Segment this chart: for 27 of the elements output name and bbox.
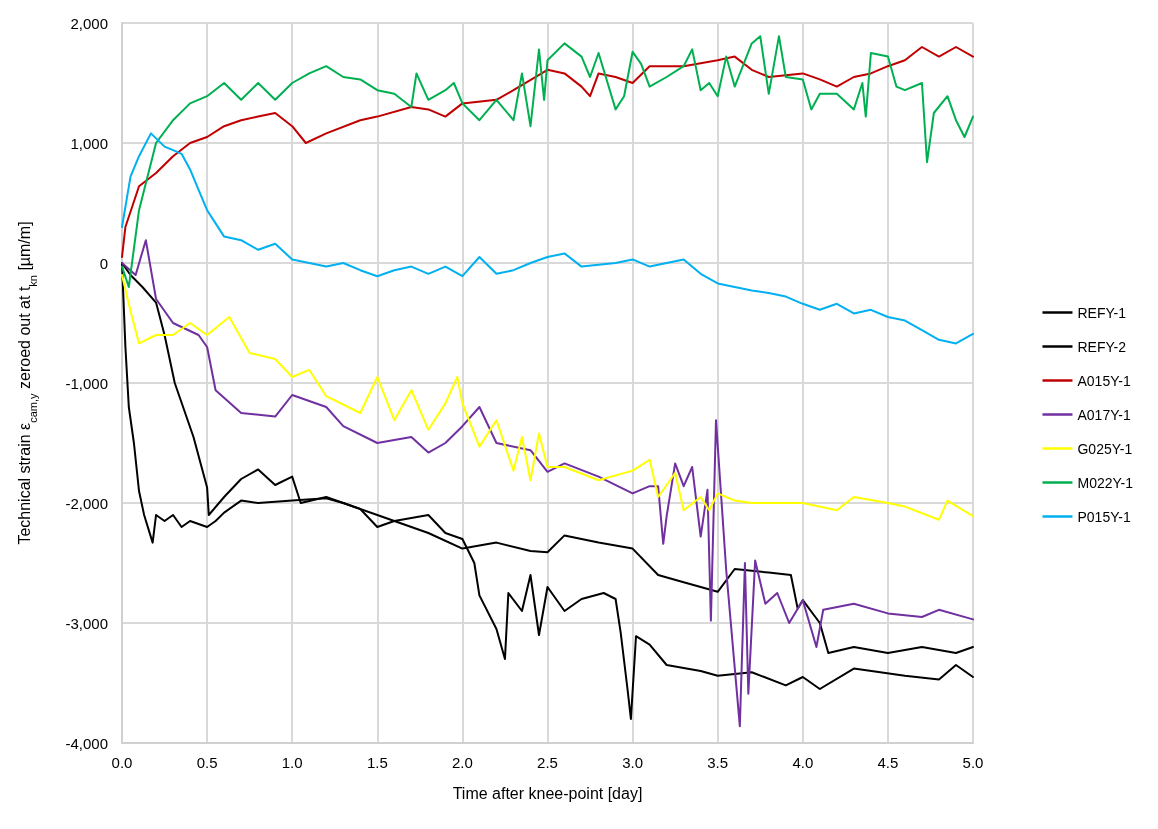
legend-label: REFY-2	[1077, 338, 1127, 355]
legend-label: P015Y-1	[1077, 508, 1131, 525]
y-tick-label: 1,000	[70, 134, 108, 152]
legend-label: G025Y-1	[1077, 440, 1133, 457]
x-tick-label: 3.0	[622, 754, 644, 771]
y-axis-title: Technical strain εcam,y zeroed out at tkn [µm/m]	[15, 221, 39, 545]
legend-label: A017Y-1	[1077, 406, 1131, 423]
x-tick-label: 5.0	[962, 754, 984, 771]
x-tick-label: 2.5	[537, 754, 558, 771]
legend-label: REFY-1	[1077, 304, 1127, 321]
legend-label: M022Y-1	[1077, 474, 1134, 491]
y-tick-label: 0	[99, 254, 108, 272]
x-tick-label: 3.5	[707, 754, 729, 771]
y-tick-label: -3,000	[65, 614, 108, 632]
y-tick-label: -4,000	[65, 734, 108, 752]
x-tick-label: 0.0	[111, 754, 133, 771]
x-tick-label: 1.5	[366, 754, 388, 771]
x-tick-label: 1.0	[281, 754, 303, 771]
y-tick-label: -2,000	[65, 494, 108, 512]
legend-label: A015Y-1	[1077, 372, 1131, 389]
x-axis-title: Time after knee-point [day]	[452, 784, 643, 802]
x-tick-label: 4.5	[877, 754, 899, 771]
x-tick-label: 2.0	[451, 754, 473, 771]
x-tick-label: 4.0	[792, 754, 814, 771]
y-tick-label: -1,000	[65, 374, 108, 392]
x-tick-label: 0.5	[196, 754, 218, 771]
y-tick-label: 2,000	[70, 14, 108, 32]
